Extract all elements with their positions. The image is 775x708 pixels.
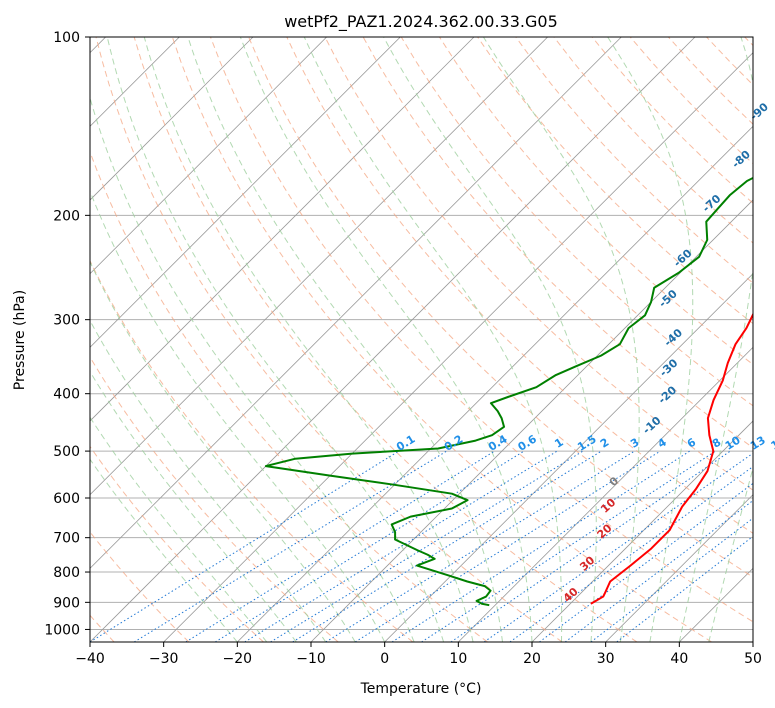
- dry-adiabat: [171, 37, 712, 642]
- y-tick-label: 300: [53, 313, 80, 329]
- mixing-ratio-line: [270, 450, 584, 642]
- dry-adiabat: [133, 37, 638, 642]
- dry-adiabat: [515, 37, 753, 284]
- plot-area: [90, 37, 753, 642]
- y-tick-label: 800: [53, 565, 80, 581]
- mixing-ratio-line: [185, 450, 495, 642]
- pressure-gridlines: [90, 37, 753, 630]
- isotherm: [90, 37, 401, 348]
- x-tick-label: −30: [149, 651, 179, 667]
- moist-adiabat: [607, 37, 694, 642]
- dry-adiabat: [95, 37, 563, 642]
- isotherm: [90, 37, 254, 201]
- x-tick-label: 20: [523, 651, 541, 667]
- dry-adiabat: [248, 37, 753, 578]
- x-tick-label: 0: [380, 651, 389, 667]
- isotherm: [90, 37, 475, 422]
- isotherm: [163, 52, 753, 642]
- mixing-ratio-line: [244, 450, 558, 642]
- chart-title: wetPf2_PAZ1.2024.362.00.33.G05: [284, 12, 558, 32]
- mixing-ratio-line: [539, 482, 753, 642]
- y-tick-label: 500: [53, 444, 80, 460]
- x-axis: −40 −30 −20 −10 0 10 20 30 40 50: [75, 642, 762, 667]
- temperature-line: [590, 312, 753, 605]
- moist-adiabat: [143, 37, 474, 642]
- dry-adiabat: [90, 445, 264, 642]
- mixing-ratio-line: [90, 450, 400, 642]
- dry-adiabat: [286, 37, 753, 534]
- mixing-ratio-line: [391, 450, 691, 642]
- isotherm: [90, 37, 696, 642]
- mixing-ratio-line: [133, 450, 447, 642]
- x-tick-label: 30: [597, 651, 615, 667]
- dry-adiabat: [90, 259, 414, 642]
- moist-adiabat: [90, 416, 268, 642]
- moist-adiabat: [90, 189, 386, 642]
- mixing-ratio-line: [590, 517, 753, 642]
- moist-adiabat: [383, 37, 597, 642]
- dry-adiabat: [90, 356, 339, 642]
- x-tick-label: 10: [449, 651, 467, 667]
- dry-adiabat: [210, 37, 753, 623]
- mixing-ratio-label: 16: [769, 433, 775, 452]
- x-axis-label: Temperature (°C): [360, 681, 482, 697]
- y-tick-label: 200: [53, 208, 80, 224]
- moist-adiabat: [90, 96, 415, 642]
- mixing-ratio-line: [421, 450, 716, 642]
- y-tick-label: 700: [53, 531, 80, 547]
- moist-adiabat: [482, 37, 640, 642]
- moist-adiabat: [303, 37, 563, 642]
- x-tick-label: −40: [75, 651, 105, 667]
- moist-adiabat: [90, 370, 297, 642]
- dewpoint-line: [264, 176, 753, 607]
- x-tick-label: 40: [670, 651, 688, 667]
- isotherm: [90, 37, 327, 275]
- moist-adiabats: [90, 37, 753, 642]
- y-tick-label: 600: [53, 491, 80, 507]
- mixing-ratio-line: [292, 450, 602, 642]
- moist-adiabat: [90, 319, 327, 642]
- moist-adiabat: [106, 37, 445, 642]
- isotherm: [531, 420, 753, 642]
- isotherm: [605, 494, 753, 642]
- moist-adiabat: [239, 37, 533, 642]
- x-tick-label: −10: [296, 651, 326, 667]
- mixing-ratio-line: [483, 452, 753, 642]
- x-tick-label: 50: [744, 651, 762, 667]
- isotherm: [90, 37, 548, 496]
- isotherm: [237, 125, 753, 642]
- isotherm: [384, 273, 753, 642]
- y-tick-label: 400: [53, 387, 80, 403]
- mixing-ratio-line: [325, 450, 635, 642]
- profile-series: [264, 176, 753, 607]
- y-tick-label: 100: [53, 30, 80, 46]
- skewed-isotherms: [90, 37, 753, 642]
- isotherm: [458, 346, 753, 642]
- moist-adiabat: [90, 458, 238, 642]
- moist-adiabat: [90, 260, 356, 642]
- moist-adiabat: [678, 37, 753, 642]
- moist-adiabat: [708, 466, 753, 642]
- mixing-ratio-line: [450, 450, 731, 642]
- moist-adiabat: [187, 37, 504, 642]
- mixing-ratio-line: [564, 499, 753, 642]
- mixing-ratio-line: [214, 450, 525, 642]
- y-tick-label: 900: [53, 595, 80, 611]
- y-axis: 100 200 300 400 500 600 700 800 900 1000: [44, 30, 90, 638]
- isotherm: [90, 37, 622, 569]
- y-axis-label: Pressure (hPa): [12, 290, 28, 390]
- plot-frame: [89, 36, 754, 643]
- y-tick-label: 1000: [44, 622, 80, 638]
- x-tick-label: −20: [223, 651, 253, 667]
- mixing-ratio-lines: [90, 450, 753, 642]
